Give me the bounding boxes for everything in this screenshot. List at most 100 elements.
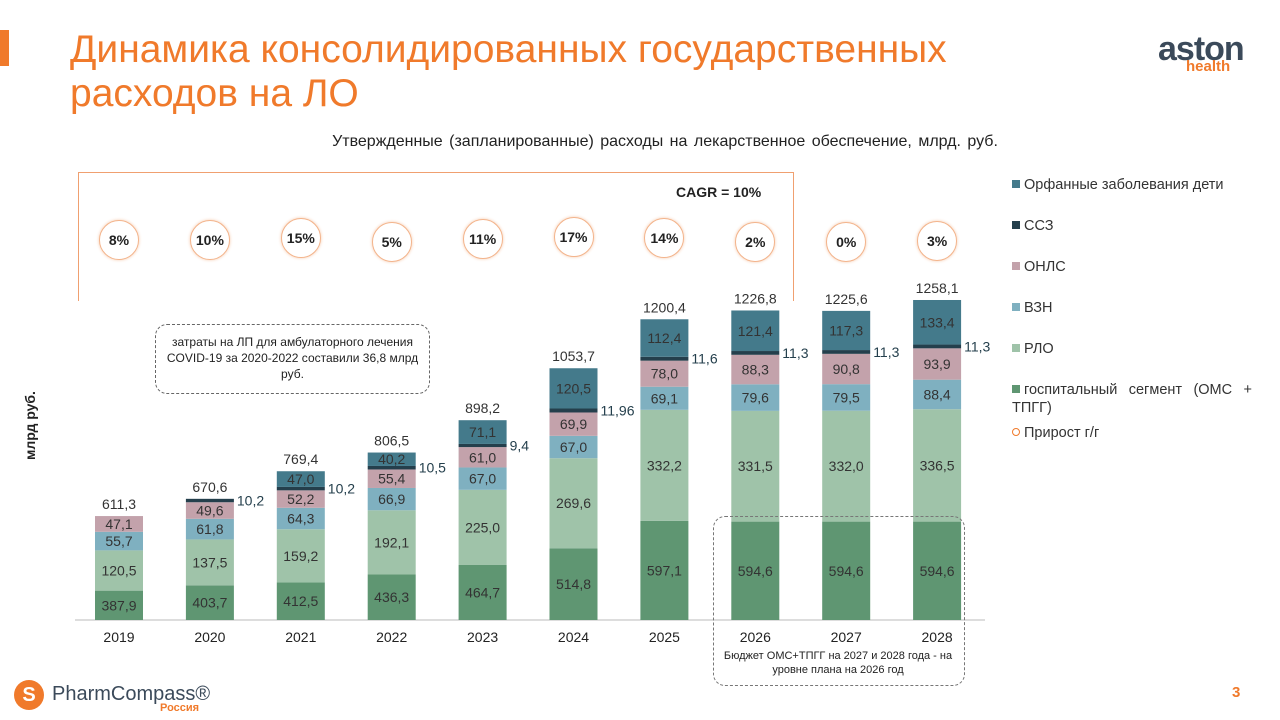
data-label: 67,0	[469, 471, 496, 487]
legend-label: госпитальный сегмент (ОМС + ТПГГ)	[1012, 382, 1252, 416]
data-label: 594,6	[920, 563, 955, 579]
bar-segment	[731, 410, 780, 522]
legend-label: Прирост г/г	[1024, 425, 1100, 441]
x-tick-label: 2023	[467, 629, 498, 645]
legend-swatch	[1012, 180, 1020, 188]
bar-segment	[367, 469, 416, 488]
data-label: 117,3	[829, 322, 863, 338]
aston-logo-sub: health	[1186, 58, 1231, 75]
data-label: 594,6	[738, 563, 773, 579]
data-label: 10,5	[419, 460, 446, 476]
legend-item: ССЗ	[1012, 217, 1054, 235]
data-label: 597,1	[647, 562, 682, 578]
page-number: 3	[1232, 684, 1241, 701]
data-label: 61,0	[469, 449, 496, 465]
bar-segment	[640, 386, 689, 410]
bar-segment	[913, 521, 962, 620]
bar-segment	[458, 489, 507, 565]
data-label: 331,5	[738, 458, 773, 474]
covid-note: затраты на ЛП для амбулаторного лечения …	[155, 324, 430, 394]
total-label: 1258,1	[916, 280, 959, 296]
bar-segment	[731, 351, 780, 355]
bar-segment	[913, 299, 962, 345]
growth-badge: 17%	[553, 217, 594, 257]
legend-label: ССЗ	[1024, 218, 1054, 234]
total-label: 1225,6	[825, 291, 868, 307]
data-label: 412,5	[283, 593, 318, 609]
data-label: 47,1	[105, 516, 132, 532]
data-label: 78,0	[651, 366, 678, 382]
circle-icon	[1012, 428, 1020, 436]
data-label: 79,6	[742, 390, 769, 406]
bar-segment	[367, 510, 416, 575]
bar-segment	[731, 354, 780, 385]
legend-item: ОНЛС	[1012, 258, 1066, 276]
data-label: 61,8	[196, 521, 223, 537]
data-label: 47,0	[287, 471, 314, 487]
data-label: 11,6	[691, 351, 717, 367]
bar-segment	[367, 465, 416, 470]
data-label: 11,3	[873, 344, 899, 360]
bar-segment	[276, 471, 325, 487]
data-label: 64,3	[287, 511, 314, 527]
x-tick-label: 2019	[103, 629, 134, 645]
x-tick-label: 2021	[285, 629, 316, 645]
data-label: 79,5	[833, 389, 860, 405]
growth-badge: 10%	[189, 220, 230, 260]
data-label: 93,9	[923, 356, 950, 372]
growth-badge: 14%	[644, 218, 685, 258]
growth-badge: 15%	[280, 218, 321, 258]
bar-segment	[367, 452, 416, 466]
data-label: 52,2	[287, 491, 314, 507]
bar-segment	[640, 356, 689, 361]
bar-segment	[458, 447, 507, 468]
total-label: 1226,8	[734, 290, 777, 306]
bar-segment	[367, 574, 416, 620]
bar-segment	[549, 458, 598, 549]
data-label: 137,5	[192, 554, 227, 570]
legend-swatch	[1012, 303, 1020, 311]
bar-segment	[185, 585, 234, 620]
bar-segment	[822, 384, 871, 411]
bar-segment	[822, 410, 871, 522]
legend-label: Орфанные заболевания дети	[1024, 177, 1224, 193]
data-label: 90,8	[833, 361, 860, 377]
total-label: 670,6	[192, 479, 227, 495]
bar-segment	[458, 443, 507, 448]
bar-segment	[549, 435, 598, 459]
bar-segment	[185, 502, 234, 519]
total-label: 611,3	[102, 496, 136, 512]
bar-segment	[913, 379, 962, 410]
legend-label: ОНЛС	[1024, 259, 1066, 275]
x-tick-label: 2025	[649, 629, 680, 645]
total-label: 1200,4	[643, 299, 686, 315]
legend-item: РЛО	[1012, 340, 1054, 358]
aston-logo: aston	[1158, 30, 1245, 68]
x-tick-label: 2024	[558, 629, 589, 645]
bar-segment	[276, 507, 325, 530]
bar-segment	[549, 412, 598, 436]
bar-segment	[458, 420, 507, 444]
bar-segment	[276, 490, 325, 508]
total-label: 769,4	[283, 451, 318, 467]
legend-item: госпитальный сегмент (ОМС + ТПГГ)	[1012, 381, 1252, 417]
chart-title: Утвержденные (запланированные) расходы н…	[332, 133, 998, 150]
bar-segment	[822, 350, 871, 354]
growth-badge: 3%	[917, 221, 958, 261]
data-label: 436,3	[374, 589, 409, 605]
data-label: 133,4	[920, 314, 955, 330]
bar-segment	[549, 408, 598, 413]
x-tick-label: 2022	[376, 629, 407, 645]
data-label: 49,6	[196, 503, 223, 519]
total-label: 806,5	[374, 433, 409, 449]
data-label: 88,3	[742, 362, 769, 378]
bar-segment	[913, 344, 962, 349]
bar-segment	[276, 529, 325, 583]
bar-segment	[822, 310, 871, 351]
page-title: Динамика консолидированных государственн…	[70, 28, 947, 115]
data-label: 69,9	[560, 416, 587, 432]
data-label: 11,3	[782, 345, 808, 361]
legend-swatch	[1012, 221, 1020, 229]
bar-segment	[95, 550, 143, 591]
